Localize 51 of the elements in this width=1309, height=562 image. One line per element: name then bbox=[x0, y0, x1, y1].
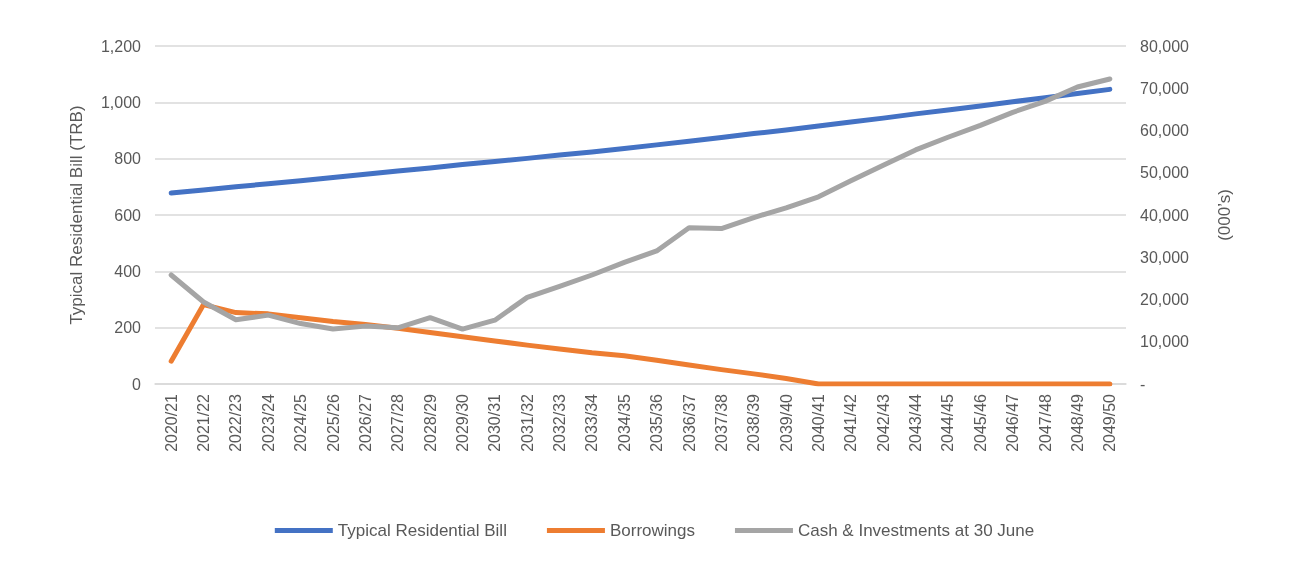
x-tick-label: 2041/42 bbox=[842, 393, 860, 452]
x-tick-label: 2037/38 bbox=[712, 393, 730, 452]
y2-tick-label: 60,000 bbox=[1140, 122, 1190, 139]
x-tick-label: 2027/28 bbox=[389, 393, 407, 452]
x-tick-label: 2035/36 bbox=[648, 393, 666, 452]
x-tick-label: 2030/31 bbox=[486, 393, 504, 452]
y2-axis-title: (000’s) bbox=[1215, 189, 1234, 241]
y-tick-label: 1,200 bbox=[100, 37, 142, 55]
y2-tick-label: 20,000 bbox=[1140, 291, 1190, 308]
y2-tick-label: - bbox=[1140, 375, 1146, 393]
y2-tick-label: 40,000 bbox=[1140, 206, 1190, 224]
y2-tick-label: 80,000 bbox=[1140, 37, 1190, 55]
x-tick-label: 2020/21 bbox=[162, 393, 180, 452]
y2-tick-label: 50,000 bbox=[1140, 164, 1190, 182]
x-tick-label: 2025/26 bbox=[324, 393, 342, 452]
x-tick-label: 2024/25 bbox=[292, 393, 310, 452]
x-tick-label: 2028/29 bbox=[421, 393, 439, 452]
y-axis-title: Typical Residential Bill (TRB) bbox=[67, 105, 86, 325]
x-tick-label: 2022/23 bbox=[227, 393, 245, 452]
x-tick-label: 2046/47 bbox=[1004, 393, 1022, 452]
x-tick-label: 2033/34 bbox=[583, 393, 601, 452]
x-tick-label: 2036/37 bbox=[680, 393, 698, 452]
x-tick-label: 2044/45 bbox=[939, 393, 957, 452]
x-tick-label: 2045/46 bbox=[971, 393, 989, 452]
x-tick-label: 2043/44 bbox=[907, 393, 925, 452]
x-tick-label: 2031/32 bbox=[518, 393, 536, 452]
x-tick-label: 2038/39 bbox=[745, 393, 763, 452]
y-tick-label: 200 bbox=[114, 319, 142, 337]
y-tick-label: 400 bbox=[114, 262, 142, 280]
x-tick-label: 2049/50 bbox=[1101, 393, 1119, 452]
x-tick-label: 2047/48 bbox=[1036, 393, 1054, 452]
x-tick-label: 2032/33 bbox=[551, 393, 569, 452]
x-tick-label: 2021/22 bbox=[195, 393, 213, 452]
x-tick-label: 2034/35 bbox=[615, 393, 633, 452]
y2-tick-label: 10,000 bbox=[1140, 333, 1190, 351]
y-tick-label: 800 bbox=[114, 150, 142, 168]
legend-label: Borrowings bbox=[609, 521, 695, 540]
y-tick-label: 1,000 bbox=[100, 93, 142, 111]
y-tick-label: 600 bbox=[114, 206, 142, 224]
x-tick-label: 2042/43 bbox=[874, 393, 892, 452]
x-tick-label: 2026/27 bbox=[356, 393, 374, 452]
x-tick-label: 2023/24 bbox=[259, 393, 277, 452]
y2-tick-label: 30,000 bbox=[1140, 248, 1190, 266]
legend-label: Cash & Investments at 30 June bbox=[797, 521, 1035, 540]
y-tick-label: 0 bbox=[132, 375, 142, 393]
legend-label: Typical Residential Bill bbox=[337, 521, 507, 540]
x-tick-label: 2039/40 bbox=[777, 393, 795, 452]
x-tick-label: 2029/30 bbox=[453, 393, 471, 452]
x-tick-label: 2048/49 bbox=[1068, 393, 1086, 452]
y2-tick-label: 70,000 bbox=[1140, 79, 1190, 97]
x-tick-label: 2040/41 bbox=[810, 393, 828, 452]
